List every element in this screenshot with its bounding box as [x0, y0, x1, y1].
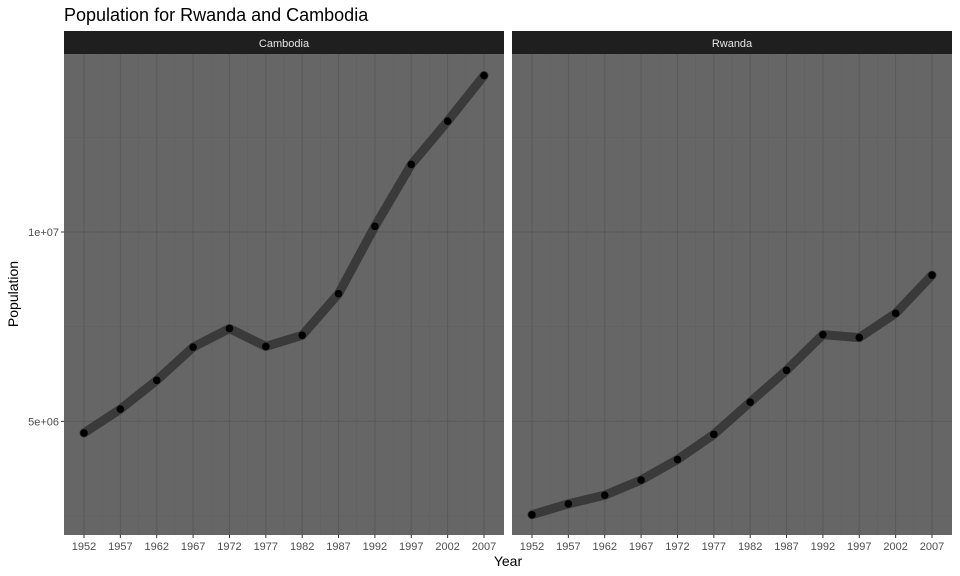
x-tick-label: 1987: [774, 541, 798, 553]
facet-strip: [64, 31, 504, 54]
x-tick-label: 1997: [847, 541, 871, 553]
data-point: [262, 342, 270, 351]
x-tick-label: 1977: [702, 541, 726, 553]
x-tick-label: 1962: [592, 541, 616, 553]
x-tick-label: 2002: [883, 541, 907, 553]
y-axis: 5e+06 1e+07: [28, 227, 64, 428]
x-axis-title: Year: [494, 553, 523, 569]
y-tick-label: 1e+07: [28, 227, 59, 239]
x-tick-label: 2007: [920, 541, 944, 553]
data-point: [891, 309, 900, 318]
data-point: [710, 430, 718, 439]
facet-rwanda: Rwanda 1952 1957 1962 1967 1972 1977 1982 1987 19…: [512, 31, 952, 553]
x-tick-label: 1952: [520, 541, 544, 553]
data-point: [746, 398, 754, 406]
x-tick-label: 1977: [254, 541, 278, 553]
x-tick-label: 1982: [290, 541, 314, 553]
data-point: [782, 366, 791, 375]
data-point: [371, 222, 379, 231]
x-tick-label: 1957: [108, 541, 132, 553]
facet-strip-label: Rwanda: [712, 38, 753, 50]
facet-strip-label: Cambodia: [259, 38, 310, 50]
chart-title: Population for Rwanda and Cambodia: [64, 5, 369, 25]
data-point: [225, 324, 234, 333]
x-tick-label: 1972: [217, 541, 241, 553]
x-tick-label: 1987: [326, 541, 350, 553]
y-tick-label: 5e+06: [28, 416, 59, 428]
x-tick-label: 2002: [435, 541, 459, 553]
x-tick-label: 1967: [629, 541, 653, 553]
x-tick-label: 1982: [738, 541, 762, 553]
series-line-rwanda: [527, 270, 937, 520]
x-tick-label: 1992: [363, 541, 387, 553]
facet-cambodia: Cambodia 1952 1957 1962 1967 1972 1977 1982 1987…: [64, 31, 504, 553]
data-point: [600, 491, 609, 499]
data-point: [928, 271, 936, 279]
x-tick-label: 1972: [665, 541, 689, 553]
data-point: [528, 510, 536, 519]
series-line-cambodia: [79, 71, 489, 438]
x-tick-label: 1952: [72, 541, 96, 553]
data-point: [407, 160, 416, 169]
x-tick-label: 1957: [556, 541, 580, 553]
x-tick-label: 1992: [811, 541, 835, 553]
data-point: [480, 71, 488, 80]
data-point: [80, 429, 88, 437]
y-axis-title: Population: [5, 261, 21, 327]
data-point: [673, 455, 682, 464]
x-tick-label: 1997: [399, 541, 423, 553]
x-tick-label: 1962: [144, 541, 168, 553]
data-point: [334, 289, 343, 298]
data-point: [819, 330, 827, 339]
data-point: [152, 376, 161, 385]
data-point: [116, 405, 125, 413]
facet-panels: Cambodia 1952 1957 1962 1967 1972 1977 1982 1987…: [28, 31, 952, 553]
facet-strip: [512, 31, 952, 54]
data-point: [637, 476, 645, 484]
data-point: [298, 331, 306, 340]
data-point: [189, 343, 197, 351]
x-tick-label: 2007: [472, 541, 496, 553]
x-tick-label: 1967: [181, 541, 205, 553]
data-point: [855, 333, 864, 342]
data-point: [443, 117, 452, 125]
data-point: [564, 500, 573, 508]
